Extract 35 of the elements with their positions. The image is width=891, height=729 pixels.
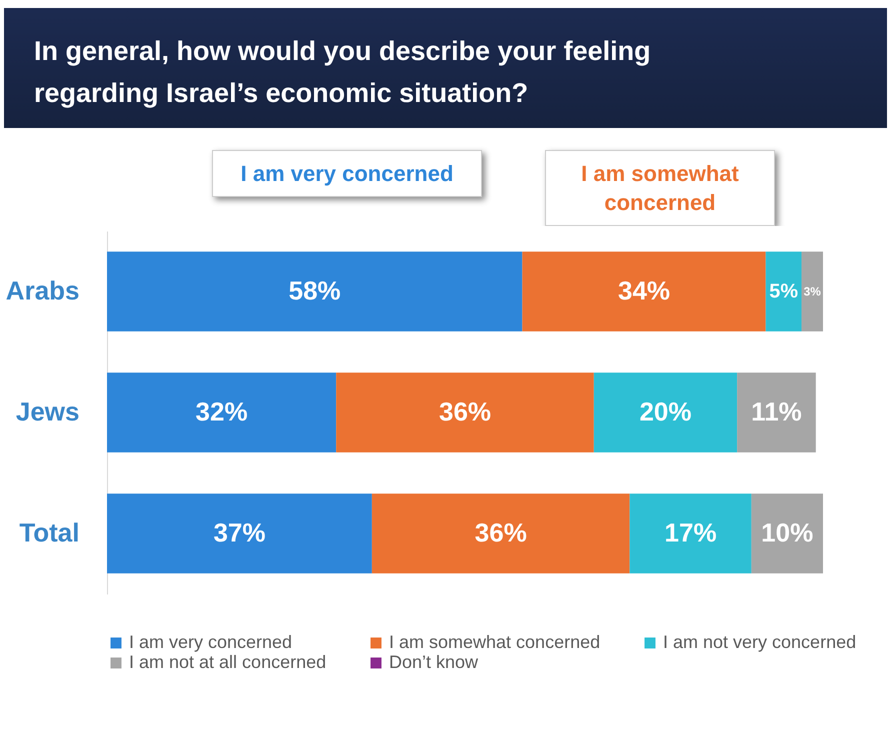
data-label: 34% xyxy=(618,276,670,306)
bar xyxy=(594,372,738,452)
bar xyxy=(107,252,522,332)
data-label: 17% xyxy=(664,518,717,548)
text: I am somewhat concerned xyxy=(545,150,775,226)
data-label: 37% xyxy=(213,518,266,548)
data-label: 11% xyxy=(751,396,802,426)
bar xyxy=(630,494,752,574)
legend-label: I am not at all concerned xyxy=(129,652,326,672)
y-tick-label: Total xyxy=(19,518,80,548)
data-label: 20% xyxy=(639,396,692,426)
y-tick-label: Jews xyxy=(16,396,80,426)
data-label: 32% xyxy=(196,396,248,426)
data-label: 5% xyxy=(769,280,798,302)
bar xyxy=(107,372,336,452)
bar xyxy=(751,494,823,574)
legend-label: I am somewhat concerned xyxy=(389,632,600,652)
legend-label: I am not very concerned xyxy=(663,632,856,652)
data-label: 36% xyxy=(474,518,527,548)
data-label: 10% xyxy=(761,518,814,548)
bar xyxy=(766,252,802,332)
data-label: 58% xyxy=(288,276,341,306)
bar xyxy=(107,494,372,574)
bar xyxy=(737,372,816,452)
chart-title: In general, how would you describe your feeling regarding Israel’s economic situation? xyxy=(34,35,652,110)
bar xyxy=(372,494,630,574)
bar xyxy=(802,252,823,332)
y-tick-label: Arabs xyxy=(6,276,80,306)
data-label: 3% xyxy=(804,284,822,298)
legend-label: I am very concerned xyxy=(129,632,292,652)
bar xyxy=(336,372,594,452)
bar xyxy=(522,252,766,332)
legend-label: Don’t know xyxy=(389,652,480,672)
text: I am very concerned xyxy=(212,150,482,197)
data-label: 36% xyxy=(438,396,492,426)
